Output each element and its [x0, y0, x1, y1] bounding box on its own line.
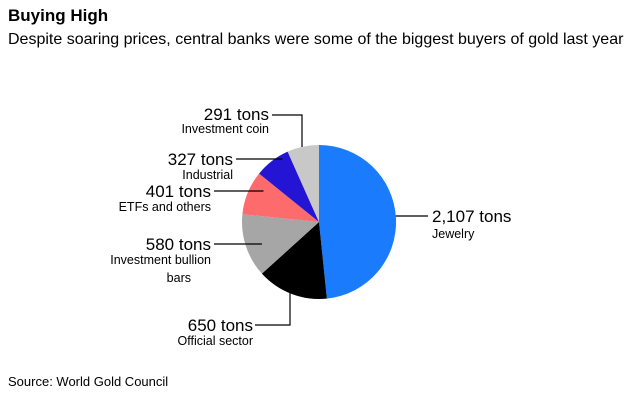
pie-slice-industrial — [259, 151, 319, 222]
leader-line — [272, 114, 303, 147]
pie-slice-official-sector — [261, 222, 327, 300]
slice-name-label: Industrial — [182, 168, 233, 182]
pie-slices — [241, 144, 397, 300]
slice-name-label: ETFs and others — [119, 200, 211, 214]
slice-name-label: Official sector — [178, 334, 254, 348]
slice-name-label: Jewelry — [432, 227, 475, 241]
chart-title: Buying High — [8, 6, 109, 25]
slice-name-label: Investment bullion — [110, 253, 211, 267]
slice-value-label: 291 tons — [204, 105, 269, 124]
slice-value-label: 650 tons — [188, 316, 253, 335]
source-note: Source: World Gold Council — [8, 374, 169, 389]
leader-lines — [214, 114, 428, 326]
chart-subtitle: Despite soaring prices, central banks we… — [8, 31, 624, 48]
slice-value-label: 401 tons — [146, 182, 211, 201]
pie-slice-etfs-and-others — [242, 173, 319, 222]
pie-slice-jewelry — [319, 145, 397, 299]
slice-value-label: 2,107 tons — [432, 207, 511, 226]
slice-value-label: 327 tons — [168, 150, 233, 169]
pie-slice-investment-bullion-bars — [241, 214, 319, 274]
pie-slice-investment-coin — [287, 144, 319, 222]
slice-name-label: Investment coin — [181, 122, 269, 136]
leader-line — [255, 293, 291, 326]
slice-value-label: 580 tons — [146, 235, 211, 254]
slice-name-label-cont: bars — [167, 271, 191, 285]
